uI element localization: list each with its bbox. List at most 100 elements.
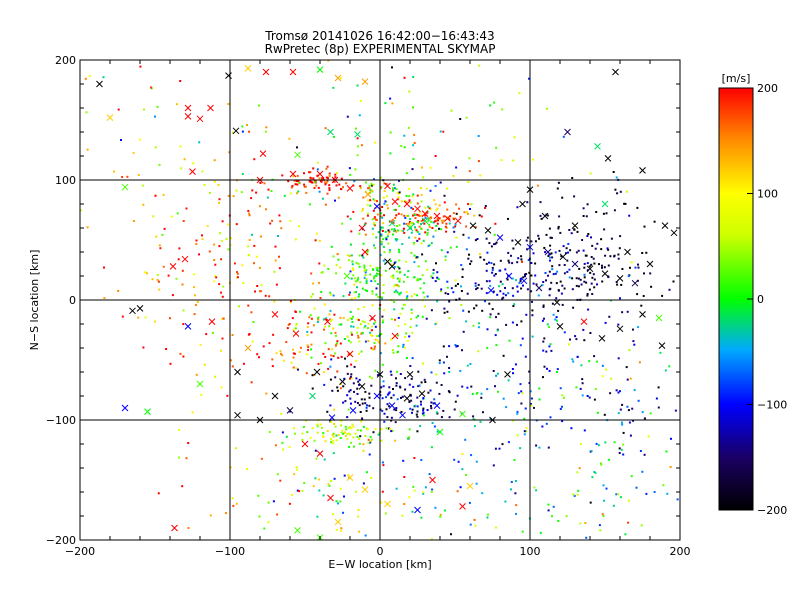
- data-point-dot: [465, 225, 468, 228]
- data-point-dot: [383, 202, 386, 205]
- data-point-dot: [233, 262, 236, 265]
- data-point-dot: [236, 276, 239, 279]
- data-point-dot: [180, 167, 183, 170]
- data-point-dot: [339, 342, 342, 345]
- data-point-dot: [266, 196, 269, 199]
- data-point-cross: [519, 200, 526, 208]
- data-point-dot: [347, 474, 350, 477]
- data-point-dot: [398, 224, 401, 227]
- data-point-dot: [162, 265, 165, 268]
- data-point-cross: [289, 68, 297, 76]
- data-point-dot: [395, 384, 398, 387]
- data-point-dot: [426, 295, 429, 298]
- data-point-dot: [566, 270, 569, 273]
- data-point-dot: [583, 339, 586, 342]
- data-point-dot: [574, 555, 576, 557]
- data-point-dot: [337, 356, 340, 359]
- data-point-dot: [469, 208, 471, 210]
- data-point-dot: [619, 390, 621, 393]
- data-point-cross: [646, 260, 654, 268]
- data-point-dot: [690, 391, 692, 393]
- data-point-dot: [423, 296, 426, 299]
- data-point-dot: [315, 457, 318, 460]
- data-point-dot: [337, 433, 340, 436]
- data-point-dot: [548, 270, 551, 273]
- data-point-dot: [432, 268, 435, 271]
- data-point-dot: [416, 279, 419, 282]
- data-point-dot: [594, 471, 597, 474]
- data-point-dot: [435, 373, 438, 376]
- data-point-dot: [558, 215, 561, 218]
- data-point-dot: [420, 194, 423, 196]
- data-point-dot: [314, 477, 317, 480]
- data-point-dot: [440, 249, 443, 252]
- data-point-dot: [477, 326, 480, 329]
- data-point-dot: [631, 407, 634, 410]
- data-point-dot: [358, 340, 361, 343]
- data-point-dot: [365, 278, 368, 281]
- data-point-dot: [598, 263, 600, 266]
- data-point-dot: [324, 203, 327, 206]
- data-point-dot: [561, 196, 564, 199]
- data-point-dot: [380, 233, 383, 236]
- data-point-dot: [391, 102, 394, 105]
- data-point-dot: [404, 216, 407, 219]
- data-point-dot: [429, 217, 431, 220]
- data-point-dot: [591, 244, 594, 247]
- data-point-dot: [393, 301, 396, 303]
- data-point-dot: [627, 409, 630, 412]
- data-point-dot: [424, 214, 427, 217]
- data-point-dot: [411, 168, 414, 171]
- data-point-dot: [452, 212, 455, 215]
- data-point-dot: [356, 331, 359, 334]
- data-point-cross: [106, 114, 114, 121]
- data-point-dot: [613, 441, 616, 444]
- data-point-dot: [334, 352, 337, 355]
- data-point-cross: [670, 229, 678, 237]
- data-point-dot: [278, 267, 281, 270]
- data-point-dot: [408, 436, 411, 439]
- data-point-dot: [392, 394, 395, 397]
- data-point-cross: [504, 371, 511, 378]
- data-point-dot: [399, 373, 402, 375]
- data-point-dot: [405, 297, 408, 300]
- data-point-dot: [588, 396, 591, 399]
- data-point-dot: [443, 194, 446, 197]
- data-point-dot: [471, 393, 474, 395]
- data-point-dot: [357, 308, 360, 311]
- data-point-dot: [356, 286, 358, 289]
- data-point-dot: [490, 262, 493, 265]
- data-point-dot: [521, 337, 524, 340]
- data-point-dot: [587, 233, 590, 235]
- data-point-dot: [321, 271, 324, 274]
- data-point-cross: [403, 200, 411, 208]
- data-point-dot: [344, 282, 347, 285]
- data-point-dot: [171, 294, 174, 297]
- data-point-dot: [619, 297, 621, 300]
- data-point-dot: [510, 488, 512, 491]
- data-point-dot: [377, 231, 380, 234]
- data-point-dot: [459, 486, 462, 489]
- data-point-dot: [450, 533, 452, 536]
- data-point-dot: [176, 212, 179, 215]
- data-point-cross: [496, 234, 504, 241]
- data-point-dot: [607, 248, 610, 251]
- data-point-dot: [425, 187, 428, 190]
- data-point-dot: [311, 374, 314, 377]
- data-point-dot: [562, 245, 565, 248]
- data-point-dot: [573, 228, 576, 231]
- data-point-dot: [324, 440, 327, 443]
- data-point-dot: [271, 219, 274, 222]
- data-point-dot: [604, 254, 607, 257]
- data-point-cross: [373, 392, 381, 400]
- data-point-dot: [222, 317, 225, 320]
- data-point-dot: [406, 276, 409, 279]
- data-point-dot: [358, 232, 361, 235]
- data-point-dot: [520, 390, 523, 393]
- data-point-dot: [496, 293, 499, 296]
- data-point-dot: [579, 278, 582, 281]
- data-point-dot: [475, 392, 478, 395]
- data-point-cross: [189, 168, 196, 175]
- data-point-dot: [494, 334, 497, 337]
- data-point-dot: [253, 262, 255, 265]
